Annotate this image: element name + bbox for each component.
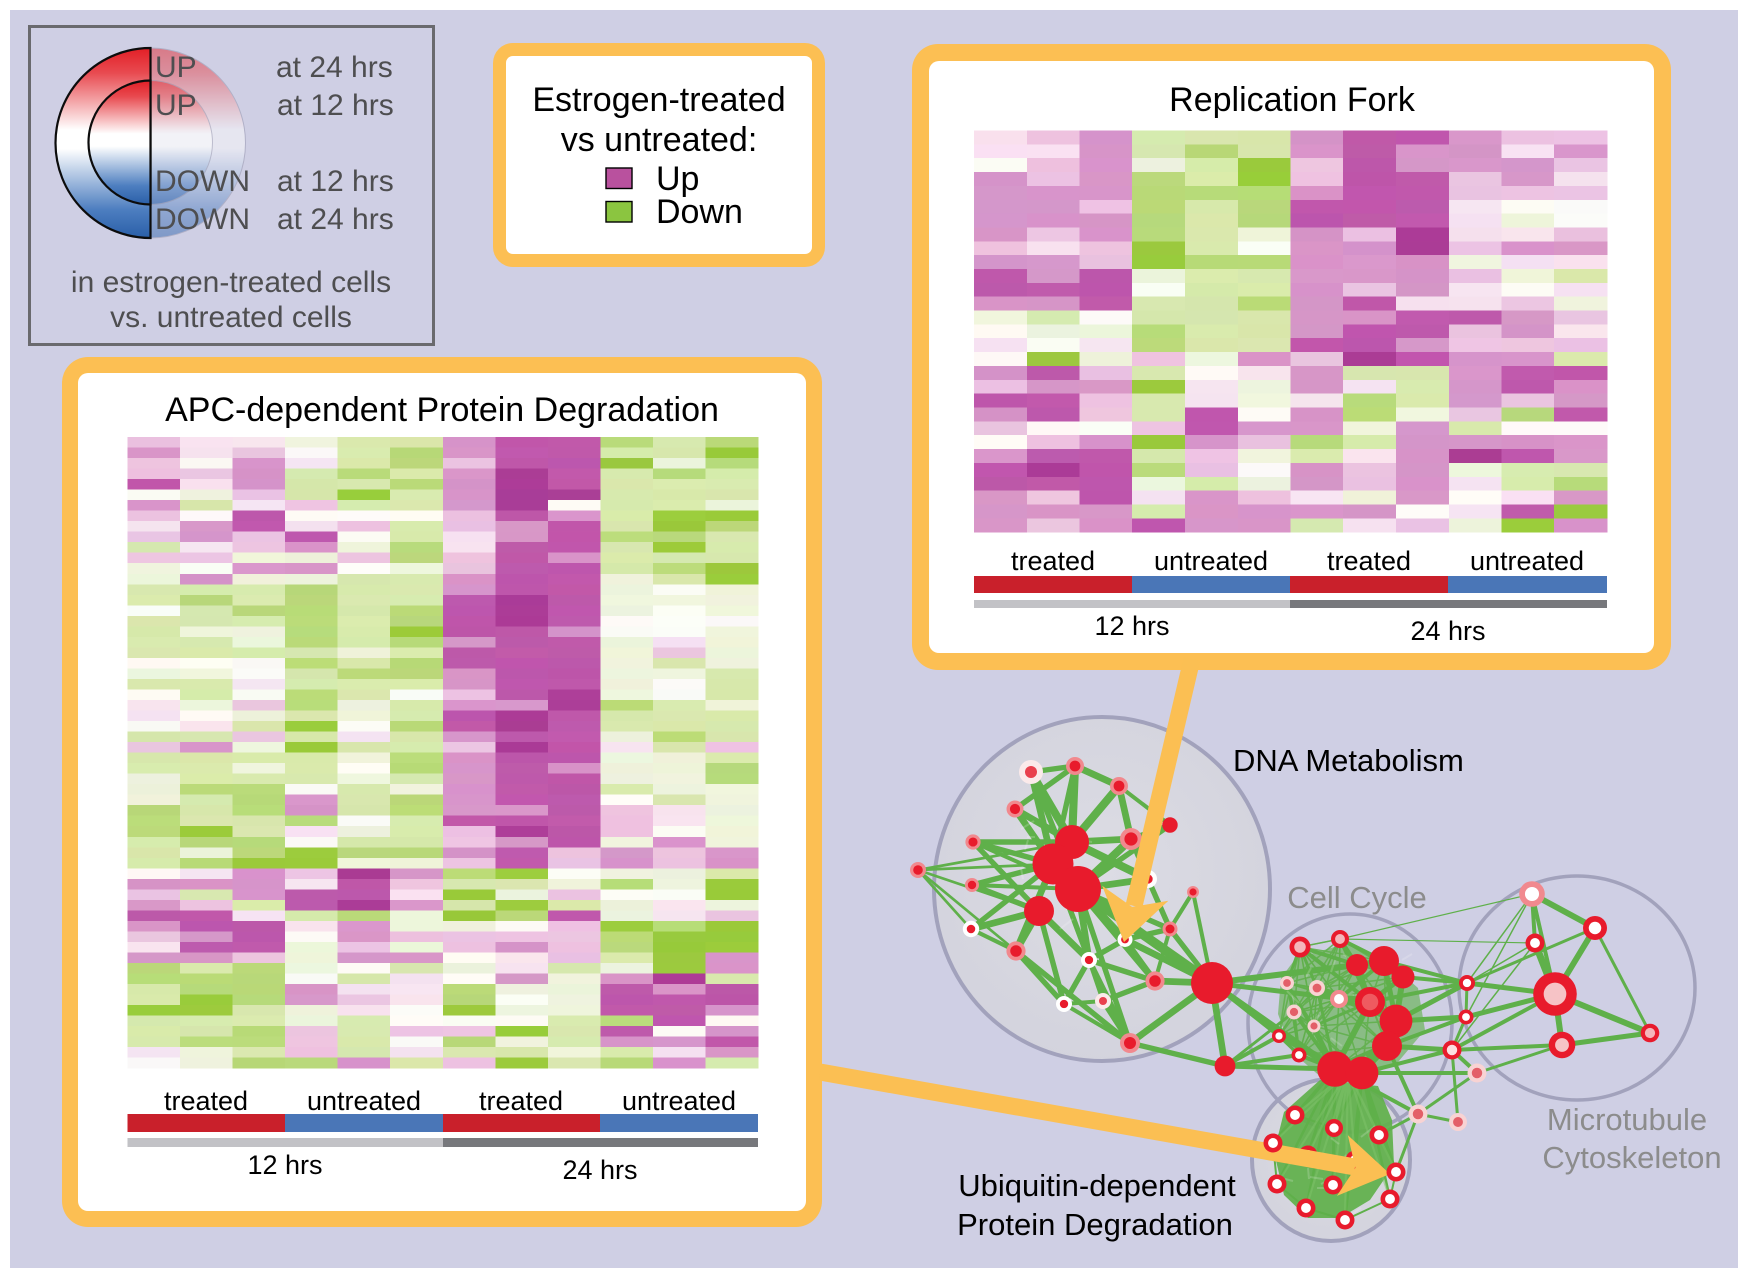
svg-text:APC-dependent Protein Degradat: APC-dependent Protein Degradation xyxy=(165,391,719,429)
svg-text:at 12 hrs: at 12 hrs xyxy=(277,89,394,122)
svg-text:Cytoskeleton: Cytoskeleton xyxy=(1542,1140,1721,1175)
svg-text:untreated: untreated xyxy=(1470,546,1584,576)
svg-text:untreated: untreated xyxy=(307,1086,421,1116)
svg-text:in estrogen-treated cells: in estrogen-treated cells xyxy=(71,266,391,299)
svg-text:untreated: untreated xyxy=(1154,546,1268,576)
svg-text:DOWN: DOWN xyxy=(155,165,250,198)
svg-text:DOWN: DOWN xyxy=(155,203,250,236)
svg-text:UP: UP xyxy=(155,89,197,122)
svg-text:DNA Metabolism: DNA Metabolism xyxy=(1233,743,1464,778)
svg-text:Up: Up xyxy=(656,160,699,198)
svg-text:UP: UP xyxy=(155,51,197,84)
svg-text:12 hrs: 12 hrs xyxy=(247,1150,322,1180)
svg-text:12 hrs: 12 hrs xyxy=(1094,611,1169,641)
svg-text:Cell Cycle: Cell Cycle xyxy=(1287,880,1427,915)
svg-text:Estrogen-treated: Estrogen-treated xyxy=(532,81,785,119)
svg-text:at 24 hrs: at 24 hrs xyxy=(277,203,394,236)
svg-text:treated: treated xyxy=(1327,546,1411,576)
svg-text:Microtubule: Microtubule xyxy=(1547,1102,1707,1137)
svg-text:treated: treated xyxy=(479,1086,563,1116)
svg-text:at 24 hrs: at 24 hrs xyxy=(276,51,393,84)
svg-text:vs untreated:: vs untreated: xyxy=(561,121,758,159)
svg-text:untreated: untreated xyxy=(622,1086,736,1116)
svg-text:Ubiquitin-dependent: Ubiquitin-dependent xyxy=(958,1168,1236,1203)
svg-text:at 12 hrs: at 12 hrs xyxy=(277,165,394,198)
svg-text:vs. untreated cells: vs. untreated cells xyxy=(110,301,352,334)
svg-text:Replication Fork: Replication Fork xyxy=(1169,81,1416,119)
svg-text:Protein Degradation: Protein Degradation xyxy=(957,1207,1233,1242)
svg-text:treated: treated xyxy=(1011,546,1095,576)
svg-text:24 hrs: 24 hrs xyxy=(1410,616,1485,646)
svg-text:Down: Down xyxy=(656,193,743,231)
svg-text:treated: treated xyxy=(164,1086,248,1116)
svg-text:24 hrs: 24 hrs xyxy=(562,1155,637,1185)
